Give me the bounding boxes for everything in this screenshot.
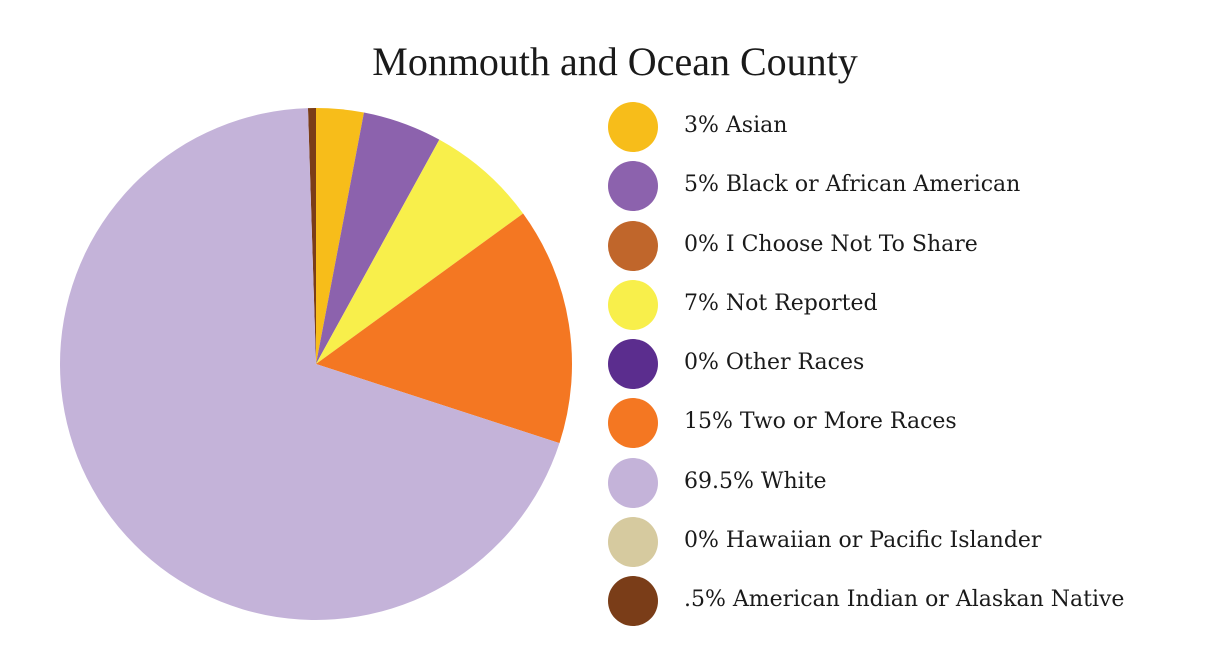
chart-title: Monmouth and Ocean County xyxy=(372,39,858,84)
legend-item: 7% Not Reported xyxy=(608,279,1208,339)
pie-slice xyxy=(307,108,316,364)
legend-label: 5% Black or African American xyxy=(684,172,1021,198)
legend-label: 0% Hawaiian or Pacific Islander xyxy=(684,528,1042,554)
legend: 3% Asian 5% Black or African American 0% I… xyxy=(608,102,1208,636)
legend-item: 15% Two or More Races xyxy=(608,398,1208,457)
legend-label: 7% Not Reported xyxy=(684,290,878,316)
legend-swatch xyxy=(608,398,658,449)
pie-slice xyxy=(60,108,560,621)
legend-item: 5% Black or African American xyxy=(608,161,1208,220)
pie-chart xyxy=(60,108,572,621)
legend-label: 0% I Choose Not To Share xyxy=(684,231,978,257)
legend-swatch xyxy=(608,576,658,627)
legend-item: 3% Asian xyxy=(608,102,1208,161)
legend-swatch xyxy=(608,161,658,212)
legend-swatch xyxy=(608,220,658,271)
legend-item: 0% I Choose Not To Share xyxy=(608,220,1208,280)
pie-slice xyxy=(316,108,364,364)
legend-item: .5% American Indian or Alaskan Native xyxy=(608,576,1208,635)
legend-swatch xyxy=(608,457,658,508)
legend-swatch xyxy=(608,517,658,568)
legend-label: 3% Asian xyxy=(684,113,788,138)
legend-item: 0% Hawaiian or Pacific Islander xyxy=(608,517,1208,576)
legend-label: 69.5% White xyxy=(684,468,827,494)
legend-swatch xyxy=(608,339,658,390)
pie-slice xyxy=(316,213,572,444)
legend-swatch xyxy=(608,279,658,330)
legend-swatch xyxy=(608,102,658,152)
legend-item: 0% Other Races xyxy=(608,339,1208,398)
pie-slice xyxy=(316,112,440,365)
legend-label: 0% Other Races xyxy=(684,350,865,376)
legend-item: 69.5% White xyxy=(608,457,1208,517)
legend-label: 15% Two or More Races xyxy=(684,409,957,435)
pie-slice xyxy=(316,139,524,364)
legend-label: .5% American Indian or Alaskan Native xyxy=(684,587,1125,613)
